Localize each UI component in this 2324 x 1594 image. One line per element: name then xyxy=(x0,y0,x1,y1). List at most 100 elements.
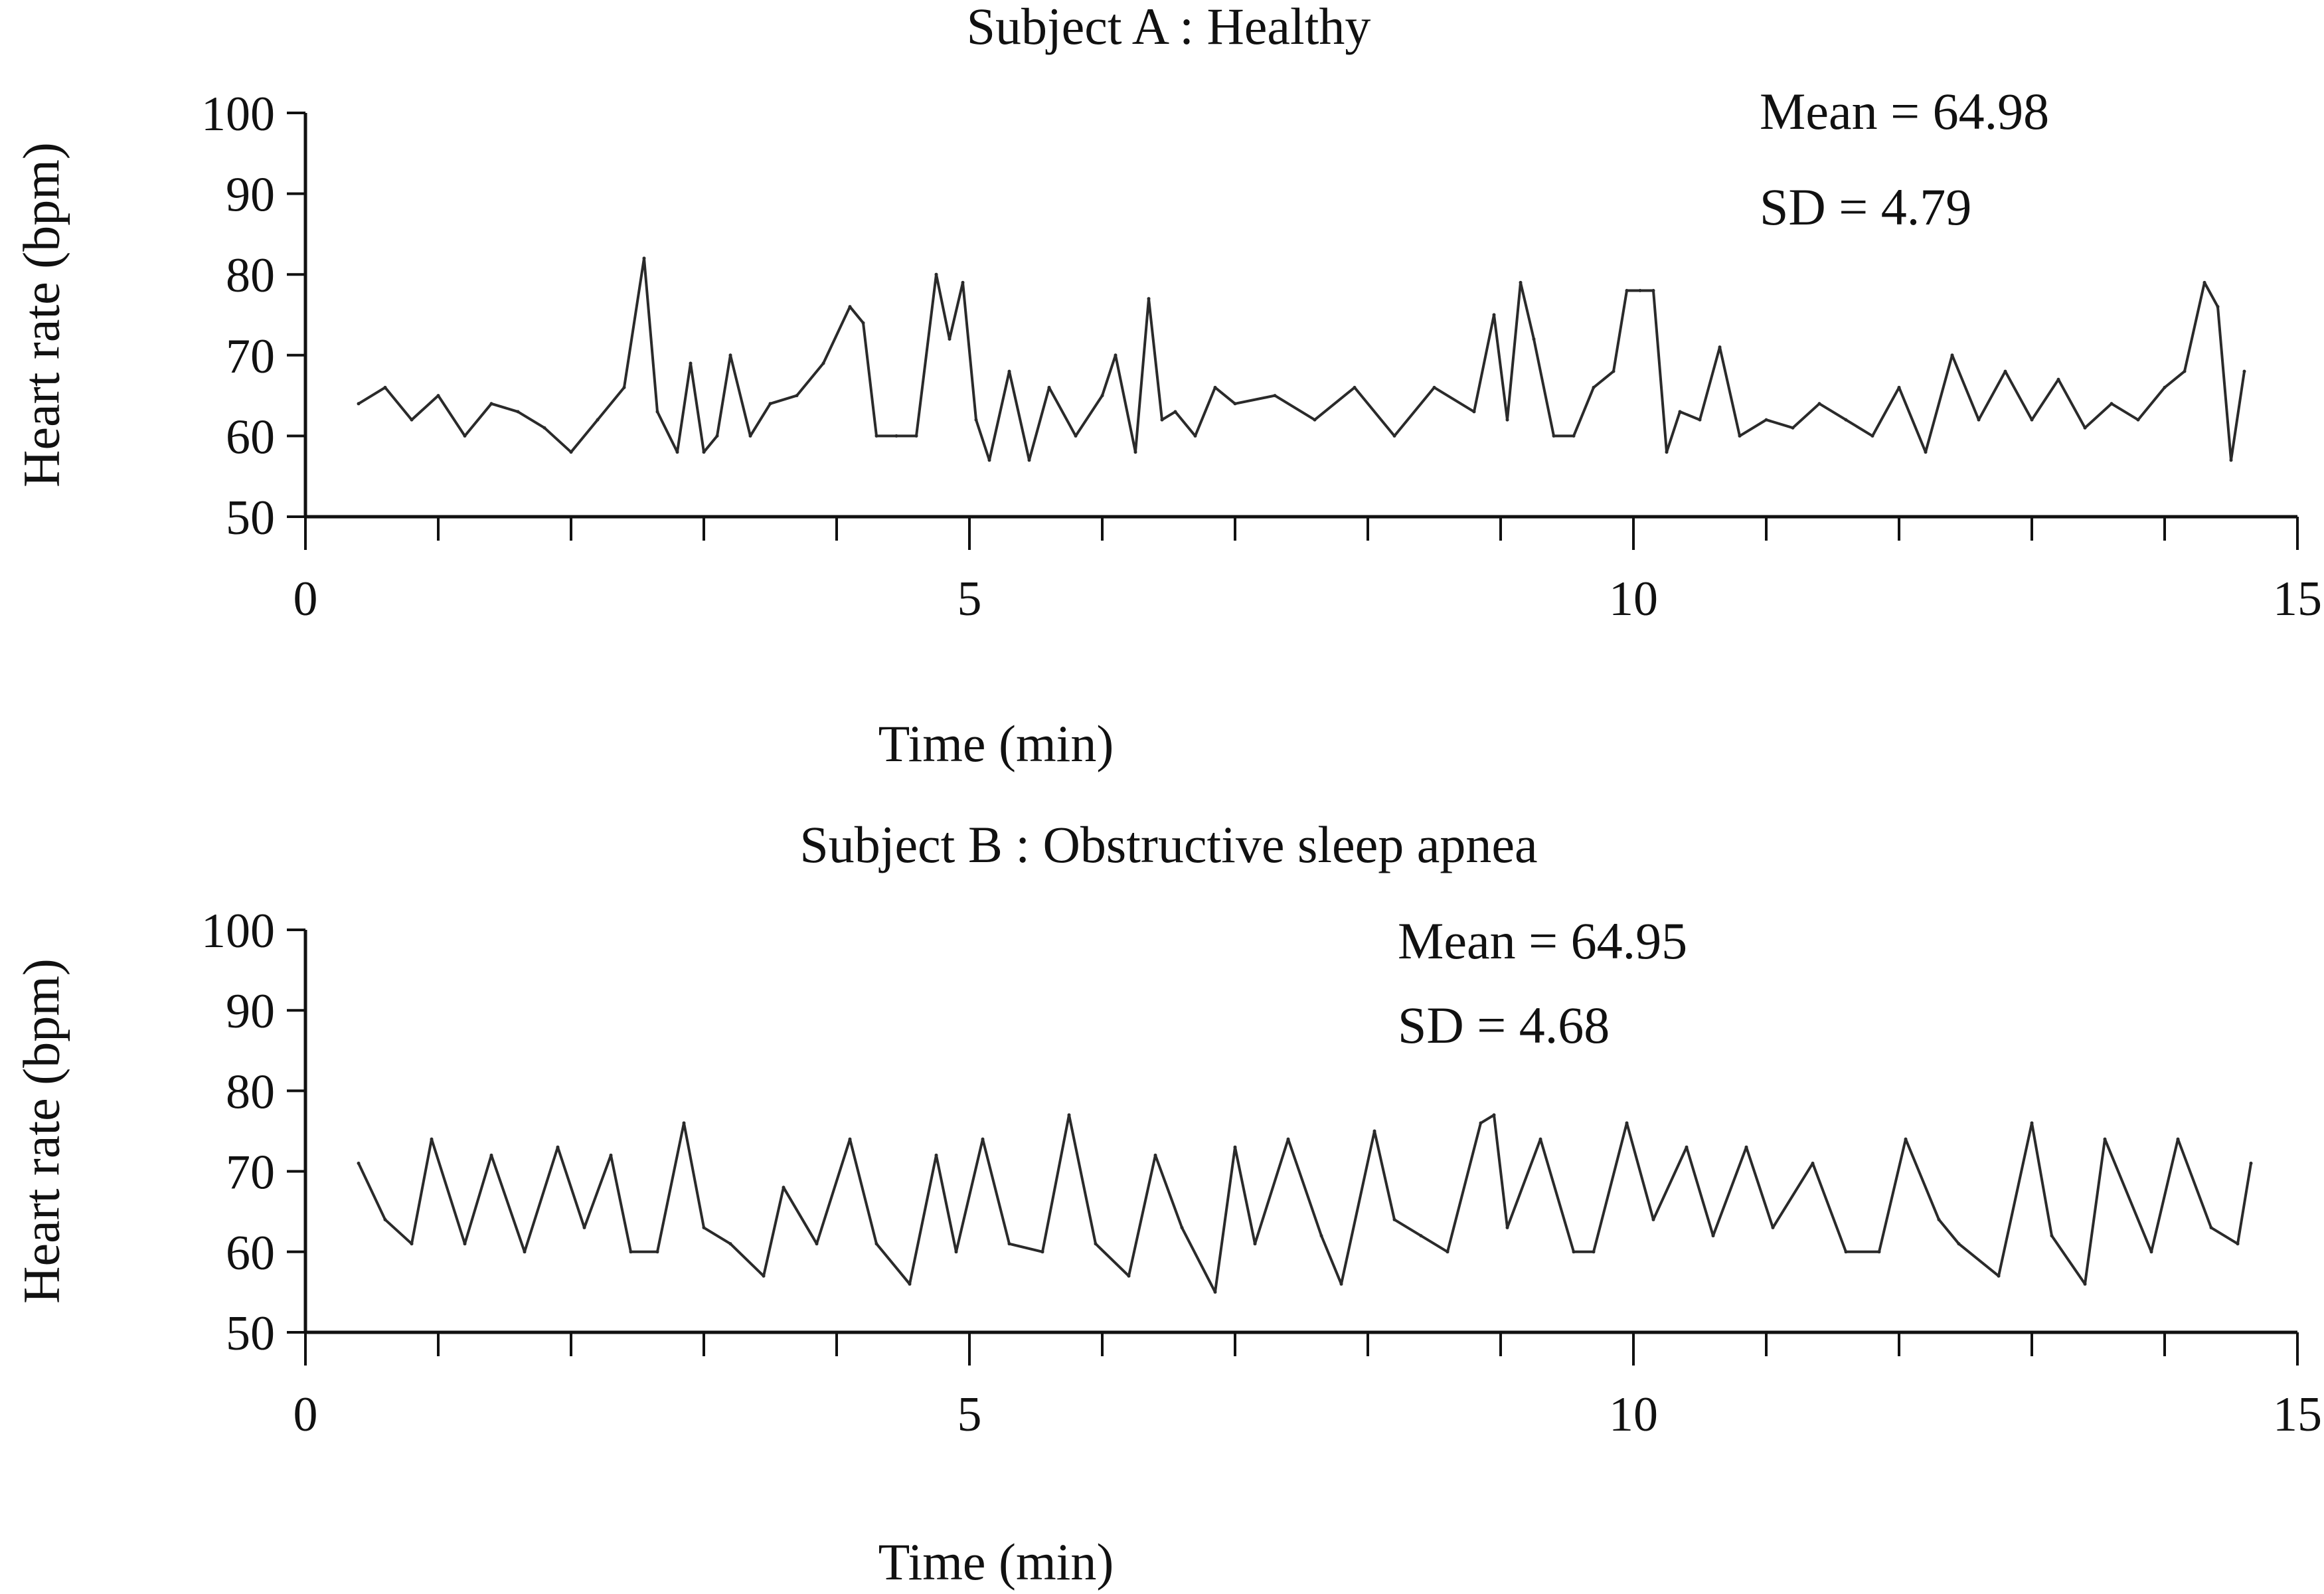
data-point xyxy=(848,1137,852,1141)
data-point xyxy=(1047,385,1051,389)
y-tick-label: 60 xyxy=(226,1226,275,1281)
chart-panel-b: Subject B : Obstructive sleep apnea50607… xyxy=(13,816,2323,1591)
data-point xyxy=(1419,1234,1423,1238)
data-point xyxy=(682,1121,686,1125)
data-point xyxy=(702,1225,706,1229)
data-point xyxy=(795,394,799,398)
y-tick-label: 100 xyxy=(201,87,275,141)
data-point xyxy=(874,1242,878,1246)
y-tick-label: 90 xyxy=(226,168,275,222)
data-point xyxy=(1844,1250,1848,1254)
data-point xyxy=(1027,458,1031,462)
y-axis-label: Heart rate (bpm) xyxy=(13,958,70,1304)
y-tick-label: 50 xyxy=(226,491,275,545)
data-point xyxy=(1432,385,1436,389)
data-point xyxy=(702,450,706,454)
x-tick-label: 0 xyxy=(293,1387,318,1442)
data-point xyxy=(1446,1250,1450,1254)
data-point xyxy=(2149,1250,2153,1254)
data-point xyxy=(1977,418,1981,422)
y-tick-label: 100 xyxy=(201,904,275,958)
data-point xyxy=(1472,410,1476,414)
data-point xyxy=(1811,1162,1815,1165)
x-tick-label: 0 xyxy=(293,572,318,626)
y-tick-label: 80 xyxy=(226,248,275,303)
data-point xyxy=(1479,1121,1483,1125)
data-point xyxy=(410,1242,414,1246)
data-point xyxy=(1114,353,1118,357)
data-point xyxy=(1744,1145,1748,1149)
chart-title: Subject B : Obstructive sleep apnea xyxy=(799,816,1537,873)
data-point xyxy=(1392,1217,1396,1221)
data-point xyxy=(1273,394,1277,398)
data-point xyxy=(1233,402,1237,406)
data-point xyxy=(1213,1290,1217,1294)
sd-annotation: SD = 4.79 xyxy=(1760,178,1971,236)
data-point xyxy=(1007,369,1011,373)
data-point xyxy=(768,402,772,406)
data-point xyxy=(569,450,573,454)
data-point xyxy=(974,418,978,422)
data-point xyxy=(894,434,898,438)
data-point xyxy=(2236,1242,2240,1246)
x-tick-label: 10 xyxy=(1609,1387,1658,1442)
x-axis-label: Time (min) xyxy=(878,715,1114,772)
mean-annotation: Mean = 64.98 xyxy=(1760,82,2049,140)
data-point xyxy=(1100,394,1104,398)
data-point xyxy=(383,1217,387,1221)
data-point xyxy=(1040,1250,1044,1254)
data-point xyxy=(523,1250,527,1254)
data-point xyxy=(2110,402,2114,406)
data-point xyxy=(961,280,965,284)
data-point xyxy=(948,337,952,341)
data-point xyxy=(1678,410,1682,414)
data-point xyxy=(1173,410,1177,414)
data-point xyxy=(1319,1234,1323,1238)
data-point xyxy=(516,410,520,414)
data-point xyxy=(1592,1250,1596,1254)
data-point xyxy=(2202,280,2206,284)
mean-annotation: Mean = 64.95 xyxy=(1398,912,1687,970)
data-point xyxy=(1160,418,1164,422)
x-tick-label: 10 xyxy=(1609,572,1658,626)
data-point xyxy=(1771,1225,1775,1229)
data-point xyxy=(542,426,546,430)
data-point xyxy=(1353,385,1357,389)
data-point xyxy=(1698,418,1702,422)
data-point xyxy=(728,1242,732,1246)
data-point xyxy=(1007,1242,1011,1246)
data-point xyxy=(981,1137,985,1141)
data-point xyxy=(1127,1274,1131,1278)
data-point xyxy=(609,1153,613,1157)
data-point xyxy=(463,1242,467,1246)
data-point xyxy=(1665,450,1669,454)
sd-annotation: SD = 4.68 xyxy=(1398,996,1610,1054)
data-point xyxy=(2163,385,2167,389)
y-tick-label: 70 xyxy=(226,329,275,384)
data-point xyxy=(1904,1137,1908,1141)
data-point xyxy=(1612,369,1616,373)
data-point xyxy=(1711,1234,1715,1238)
data-point xyxy=(689,361,693,365)
data-point xyxy=(655,410,659,414)
data-point xyxy=(2030,418,2034,422)
data-point xyxy=(655,1250,659,1254)
data-point xyxy=(1638,289,1642,292)
data-point xyxy=(715,434,719,438)
data-point xyxy=(2249,1162,2253,1165)
data-point xyxy=(1094,1242,1098,1246)
data-point xyxy=(1817,402,1821,406)
data-point xyxy=(848,305,852,309)
data-point xyxy=(908,1282,912,1286)
data-point xyxy=(2216,305,2220,309)
data-point xyxy=(934,1153,938,1157)
data-point xyxy=(914,434,918,438)
data-point xyxy=(1213,385,1217,389)
x-tick-label: 5 xyxy=(957,572,982,626)
x-tick-label: 15 xyxy=(2273,1387,2322,1442)
data-point xyxy=(821,361,825,365)
data-point xyxy=(629,1250,633,1254)
data-point xyxy=(489,1153,493,1157)
data-point xyxy=(357,1162,361,1165)
data-point xyxy=(2176,1137,2180,1141)
